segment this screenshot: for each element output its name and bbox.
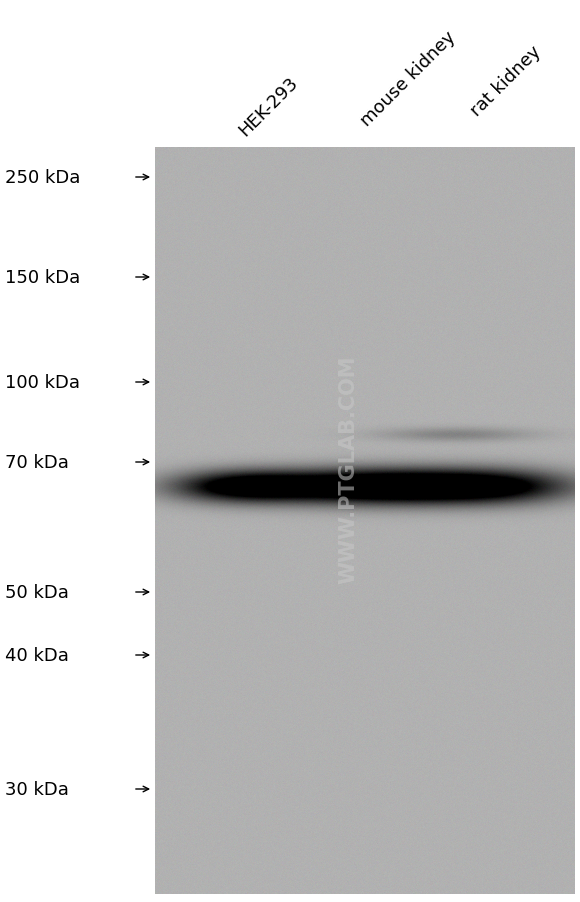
Text: 250 kDa: 250 kDa bbox=[5, 169, 81, 187]
Text: rat kidney: rat kidney bbox=[467, 42, 545, 120]
Text: 70 kDa: 70 kDa bbox=[5, 454, 69, 472]
Text: HEK-293: HEK-293 bbox=[235, 74, 302, 140]
Text: mouse kidney: mouse kidney bbox=[357, 28, 459, 130]
Text: 50 kDa: 50 kDa bbox=[5, 584, 69, 602]
Text: 100 kDa: 100 kDa bbox=[5, 373, 80, 391]
Text: 40 kDa: 40 kDa bbox=[5, 647, 69, 664]
Text: 150 kDa: 150 kDa bbox=[5, 269, 80, 287]
Text: WWW.PTGLAB.COM: WWW.PTGLAB.COM bbox=[338, 354, 358, 584]
Text: 30 kDa: 30 kDa bbox=[5, 780, 69, 798]
